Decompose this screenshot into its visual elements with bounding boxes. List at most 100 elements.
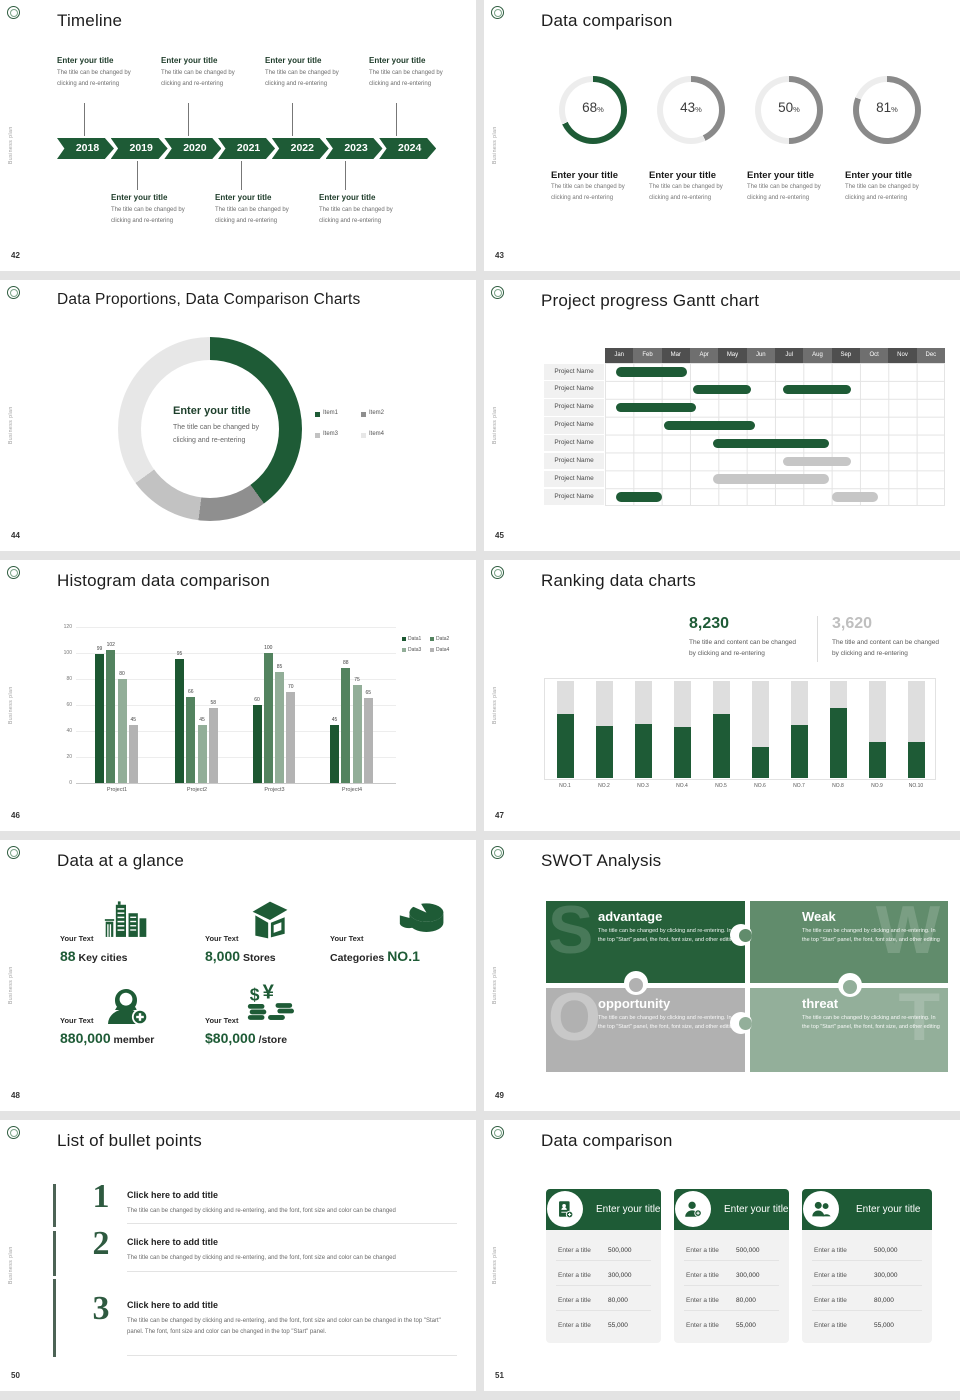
bar-value-label: 75: [354, 677, 360, 684]
stat-suffix: Key cities: [75, 952, 128, 964]
x-category-label: NO.8: [832, 783, 844, 789]
page-number: 47: [495, 811, 504, 820]
card-row-value: 55,000: [874, 1322, 894, 1329]
page-number: 42: [11, 251, 20, 260]
card-row-divider: [556, 1285, 651, 1286]
school-emblem-logo: [491, 6, 504, 19]
legend-label: Item1: [323, 410, 339, 416]
timeline-entry: Enter your title The title can be changed…: [265, 56, 365, 90]
svg-text:¥: ¥: [263, 981, 275, 1003]
stat-label: Your Text: [60, 1016, 94, 1025]
slide-43-data-comparison[interactable]: Business plan Data comparison 68% Enter y…: [484, 0, 960, 271]
entry-title: Enter your title: [319, 193, 376, 202]
gridline: [76, 783, 396, 785]
histogram-bar: [106, 650, 116, 784]
entry-desc: clicking and re-entering: [319, 217, 382, 224]
timeline-entry: Enter your title The title can be changed…: [161, 56, 261, 90]
card-icon-circle: [547, 1191, 583, 1227]
gantt-row-label: Project Name: [544, 381, 604, 398]
x-category-label: NO.4: [676, 783, 688, 789]
card-row-label: Enter a title: [558, 1272, 591, 1279]
card-row-value: 55,000: [736, 1322, 756, 1329]
swot-body: The title can be changed by clicking and…: [598, 928, 736, 944]
entry-desc: The title can be changed by: [649, 184, 723, 190]
legend-swatch: [315, 433, 320, 438]
page-number: 50: [11, 1371, 20, 1380]
legend-label: Item4: [369, 431, 385, 437]
gantt-month-header: Feb: [633, 348, 662, 363]
slide-50-bullet-points[interactable]: Business plan List of bullet points 1 Cli…: [0, 1120, 476, 1391]
progress-value: 81%: [853, 99, 921, 117]
bullet-desc: The title can be changed by clicking and…: [127, 1255, 396, 1261]
gantt-row-label: Project Name: [544, 363, 604, 380]
x-category-label: NO.3: [637, 783, 649, 789]
connector-line: [241, 161, 242, 190]
stat-divider: [817, 616, 818, 662]
progress-ring-hole: [565, 82, 621, 138]
ranking-bar-fill: [751, 746, 769, 778]
histogram-bar: [197, 724, 207, 784]
histogram-bar: [341, 668, 351, 784]
percent-number: 50: [778, 100, 794, 115]
progress-ring-hole: [859, 82, 915, 138]
comparison-cards-canvas: Enter your title Enter a title 500,000 Ente…: [484, 1120, 960, 1391]
histogram-bar: [275, 672, 284, 784]
bullet-number: 1: [92, 1178, 110, 1215]
school-emblem-logo: [491, 846, 504, 859]
page-number: 45: [495, 531, 504, 540]
slide-46-histogram[interactable]: Business plan Histogram data comparison …: [0, 560, 476, 831]
stats-canvas: Your Text 88 Key cities Your Text 8,000 Sto…: [0, 840, 476, 1111]
stat-number: 880,000: [60, 1030, 111, 1046]
ranking-bar-fill: [790, 724, 808, 778]
percent-sign: %: [891, 105, 898, 114]
school-emblem-logo: [7, 566, 20, 579]
ranking-panel: [544, 678, 936, 780]
timeline-year: 2019: [110, 138, 168, 159]
stat-desc: The title and content can be changed: [689, 639, 796, 646]
card-row-divider: [812, 1310, 922, 1311]
slide-42-timeline[interactable]: Business plan Timeline Enter your title T…: [0, 0, 476, 271]
gantt-row-label: Project Name: [544, 435, 604, 452]
slide-title: Timeline: [57, 11, 123, 30]
slide-44-data-proportions[interactable]: Business plan Data Proportions, Data Com…: [0, 280, 476, 551]
ranking-chart-canvas: 8,230 The title and content can be change…: [484, 560, 960, 831]
y-tick-label: 60: [66, 702, 72, 708]
histogram-bar: [117, 678, 127, 784]
swot-body: The title can be changed by clicking and…: [802, 1015, 940, 1031]
puzzle-tab: [843, 980, 857, 994]
swot-body: The title can be changed by clicking and…: [802, 928, 940, 944]
ranking-bar-fill: [595, 725, 613, 778]
gridline: [76, 652, 396, 654]
slide-45-gantt[interactable]: Business plan Project progress Gantt cha…: [484, 280, 960, 551]
entry-desc: The title can be changed by: [57, 70, 131, 76]
x-category-label: Project2: [186, 787, 208, 793]
bullet-desc: The title can be changed by clicking and…: [127, 1318, 441, 1335]
progress-ring-hole: [761, 82, 817, 138]
timeline-year: 2018: [57, 138, 114, 159]
bar-value-label: 45: [199, 716, 205, 723]
bullet-heading: Click here to add title: [127, 1237, 219, 1247]
slide-title: SWOT Analysis: [541, 851, 662, 870]
gantt-bar: [616, 367, 688, 377]
connector-line: [292, 103, 293, 136]
swot-heading: advantage: [598, 909, 663, 924]
timeline-entry: Enter your title The title can be changed…: [369, 56, 469, 90]
slide-51-data-comparison-cards[interactable]: Business plan Data comparison Enter your…: [484, 1120, 960, 1391]
entry-desc: The title can be changed by: [845, 184, 919, 190]
entry-desc: The title can be changed by: [551, 184, 625, 190]
timeline-year: 2021: [218, 138, 276, 159]
entry-title: Enter your title: [845, 170, 913, 181]
member-add-icon: [102, 980, 150, 1028]
card-row-label: Enter a title: [686, 1247, 719, 1254]
slide-47-ranking[interactable]: Business plan Ranking data charts 8,230 T…: [484, 560, 960, 831]
stat-line: 88 Key cities: [60, 948, 230, 966]
histogram-bar: [95, 654, 104, 784]
gridline: [76, 757, 396, 759]
histogram-bar: [363, 698, 373, 784]
school-emblem-logo: [7, 1126, 20, 1139]
slide-48-data-at-a-glance[interactable]: Business plan Data at a glance Your Text…: [0, 840, 476, 1111]
